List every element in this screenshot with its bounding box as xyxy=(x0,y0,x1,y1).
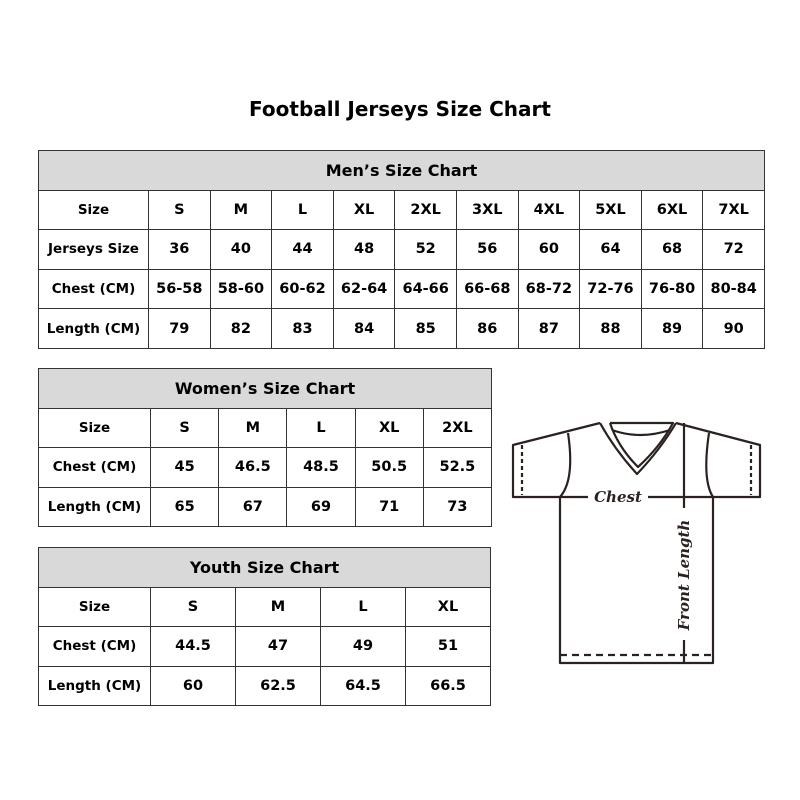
table-cell: S xyxy=(148,189,211,231)
womens-size-table: Women’s Size Chart Size S M L XL 2XL Chest (CM)… xyxy=(38,368,493,528)
table-cell: 79 xyxy=(148,308,211,349)
table-cell: 73 xyxy=(422,486,493,528)
page-title: Football Jerseys Size Chart xyxy=(249,97,551,121)
men-caption: Men’s Size Chart xyxy=(38,150,765,191)
mens-size-table: Men’s Size Chart Size S M L XL 2XL 3XL 4XL 5XL 6XL… xyxy=(38,150,765,349)
table-cell: 64.5 xyxy=(320,665,406,707)
table-cell: 60 xyxy=(517,229,581,270)
table-row: Length (CM) 79 82 83 84 85 86 87 88 89 90 xyxy=(38,308,765,349)
table-cell: S xyxy=(150,586,236,628)
table-cell: 52.5 xyxy=(422,447,493,488)
table-row: Size S M L XL 2XL 3XL 4XL 5XL 6XL 7XL xyxy=(38,189,765,231)
table-cell: 84 xyxy=(332,308,396,349)
table-cell: 2XL xyxy=(394,189,457,231)
table-cell: L xyxy=(271,189,334,231)
chest-label: Chest xyxy=(594,488,642,506)
row-label: Length (CM) xyxy=(38,486,151,528)
row-label: Size xyxy=(38,407,151,449)
table-cell: 48.5 xyxy=(286,447,356,488)
table-row: Length (CM) 65 67 69 71 73 xyxy=(38,486,493,528)
table-row: Length (CM) 60 62.5 64.5 66.5 xyxy=(38,665,491,707)
table-cell: 64 xyxy=(579,229,642,270)
collar-outer xyxy=(599,422,677,476)
table-cell: 64-66 xyxy=(394,268,457,310)
collar-inner xyxy=(608,421,675,469)
table-cell: 90 xyxy=(702,308,765,349)
table-row: Chest (CM) 45 46.5 48.5 50.5 52.5 xyxy=(38,447,493,488)
table-cell: 85 xyxy=(394,308,457,349)
table-cell: 62-64 xyxy=(332,268,396,310)
table-cell: S xyxy=(149,407,220,449)
table-cell: 72 xyxy=(702,229,765,270)
table-cell: 51 xyxy=(405,626,491,667)
row-label: Size xyxy=(38,586,151,628)
table-cell: 5XL xyxy=(579,189,642,231)
table-cell: 58-60 xyxy=(209,268,273,310)
row-label: Length (CM) xyxy=(38,308,149,349)
table-cell: 68 xyxy=(640,229,704,270)
table-cell: 52 xyxy=(394,229,457,270)
women-caption: Women’s Size Chart xyxy=(38,368,492,409)
youth-caption: Youth Size Chart xyxy=(38,547,491,588)
row-label: Length (CM) xyxy=(38,665,151,707)
table-cell: 80-84 xyxy=(702,268,765,310)
table-cell: 36 xyxy=(148,229,211,270)
table-row: Size S M L XL xyxy=(38,586,491,628)
table-cell: XL xyxy=(405,586,491,628)
shirt-outline xyxy=(511,421,762,665)
table-cell: 50.5 xyxy=(354,447,424,488)
table-cell: 60-62 xyxy=(271,268,334,310)
table-cell: XL xyxy=(332,189,396,231)
table-cell: 48 xyxy=(332,229,396,270)
table-cell: M xyxy=(218,407,288,449)
table-cell: M xyxy=(209,189,273,231)
row-label: Chest (CM) xyxy=(38,626,151,667)
table-cell: 82 xyxy=(209,308,273,349)
table-cell: 69 xyxy=(286,486,356,528)
table-cell: 44 xyxy=(271,229,334,270)
table-cell: 66.5 xyxy=(405,665,491,707)
row-label: Jerseys Size xyxy=(38,229,149,270)
row-label: Chest (CM) xyxy=(38,447,151,488)
table-row: Jerseys Size 36 40 44 48 52 56 60 64 68 72 xyxy=(38,229,765,270)
table-cell: 71 xyxy=(354,486,424,528)
table-cell: 62.5 xyxy=(235,665,321,707)
armhole-left xyxy=(559,432,572,498)
table-cell: 40 xyxy=(209,229,273,270)
table-cell: M xyxy=(235,586,321,628)
table-cell: 67 xyxy=(218,486,288,528)
front-length-label: Front Length xyxy=(675,520,693,632)
table-cell: 86 xyxy=(455,308,519,349)
youth-size-table: Youth Size Chart Size S M L XL Chest (CM) 44.5 4… xyxy=(38,547,491,707)
armhole-right xyxy=(705,432,714,498)
table-cell: 88 xyxy=(579,308,642,349)
table-cell: 46.5 xyxy=(218,447,288,488)
table-cell: 65 xyxy=(149,486,220,528)
table-cell: 89 xyxy=(640,308,704,349)
